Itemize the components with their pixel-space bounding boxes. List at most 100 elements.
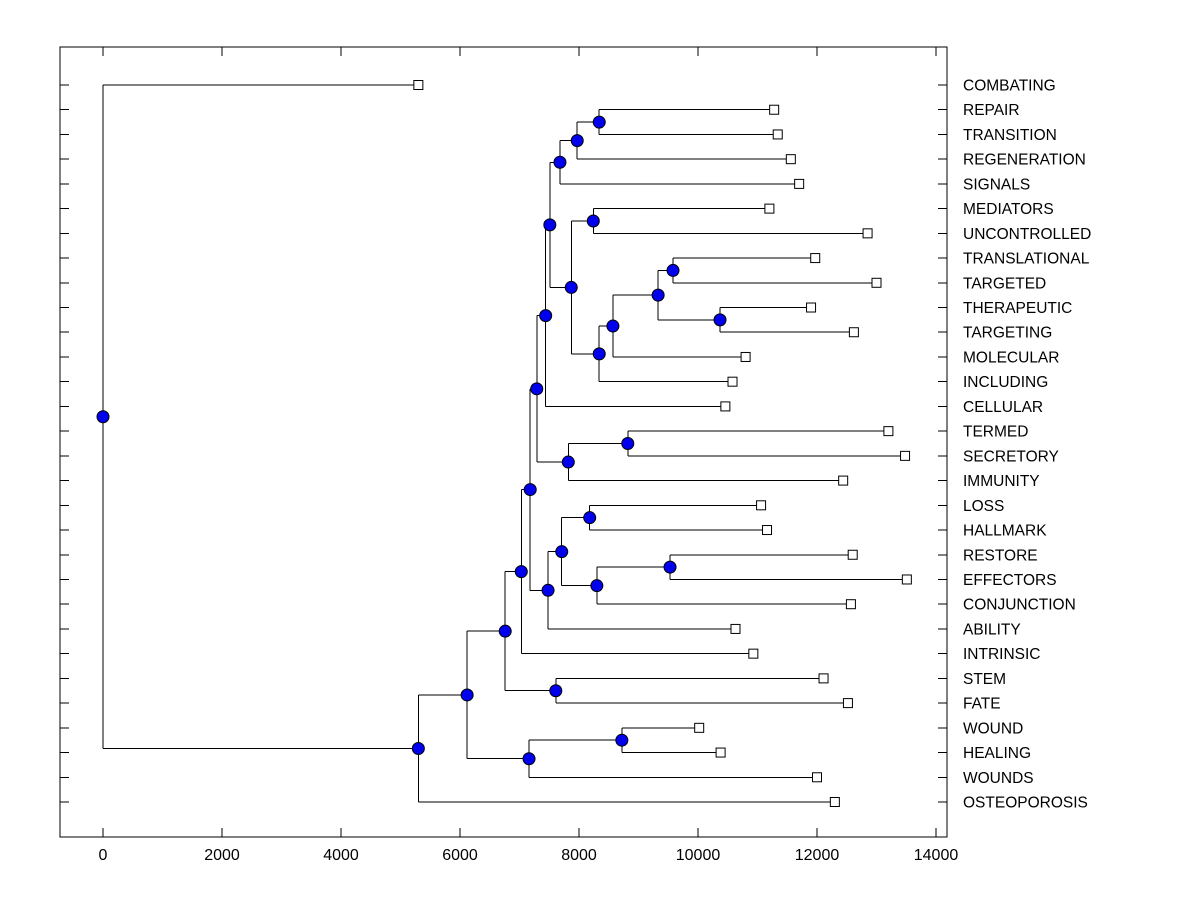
axis-and-leaf-labels: 0 2000 4000 6000 8000 10000 12000 14000 COMBATIN… <box>99 78 1092 865</box>
leaf-label: COMBATING <box>963 78 1056 95</box>
leaf-label: INCLUDING <box>963 374 1048 391</box>
leaf-tip-marker <box>871 277 882 288</box>
leaf-label: FATE <box>963 696 1001 713</box>
internal-node-marker <box>96 410 110 424</box>
internal-node-marker <box>411 741 425 755</box>
internal-node-marker <box>543 218 557 232</box>
leaf-tip-marker <box>764 203 775 214</box>
internal-node-marker <box>713 313 727 327</box>
leaf-tip-marker <box>727 376 738 387</box>
internal-node-marker <box>570 134 584 148</box>
leaf-tip-marker <box>838 475 849 486</box>
leaf-label: THERAPEUTIC <box>963 300 1072 317</box>
internal-node-marker <box>606 319 620 333</box>
internal-node-marker <box>460 688 474 702</box>
internal-node-marker <box>541 583 555 597</box>
leaf-tip-marker <box>883 426 894 437</box>
leaf-label: IMMUNITY <box>963 473 1040 490</box>
leaf-tip-marker <box>720 401 731 412</box>
x-tick-label: 0 <box>99 847 108 864</box>
x-tick-label: 8000 <box>561 847 597 864</box>
leaf-label: OSTEOPOROSIS <box>963 795 1088 812</box>
leaf-tip-marker <box>730 623 741 634</box>
leaf-label: TRANSLATIONAL <box>963 251 1090 268</box>
leaf-label: SIGNALS <box>963 176 1030 193</box>
internal-node-marker <box>498 624 512 638</box>
leaf-label: TRANSITION <box>963 127 1057 144</box>
internal-node-marker <box>590 579 604 593</box>
leaf-tip-marker <box>772 129 783 140</box>
axes-box <box>59 46 948 838</box>
x-tick-label: 10000 <box>676 847 721 864</box>
leaf-tip-marker <box>806 302 817 313</box>
internal-node-marker <box>663 560 677 574</box>
leaf-label: ABILITY <box>963 621 1021 638</box>
leaf-tip-marker <box>413 80 424 90</box>
internal-node-marker <box>666 263 680 277</box>
leaf-tip-marker <box>794 178 805 189</box>
internal-node-marker <box>561 455 575 469</box>
leaf-tip-marker <box>748 648 759 659</box>
leaf-label: TARGETED <box>963 275 1046 292</box>
leaf-label: LOSS <box>963 498 1004 515</box>
x-tick-label: 4000 <box>323 847 359 864</box>
x-tick-label: 6000 <box>442 847 478 864</box>
leaf-tip-marker <box>901 574 912 585</box>
leaf-label: WOUNDS <box>963 770 1034 787</box>
leaf-tip-marker <box>785 154 796 165</box>
axes-border <box>59 46 948 838</box>
internal-node-marker <box>564 280 578 294</box>
leaf-label: EFFECTORS <box>963 572 1057 589</box>
internal-node-marker <box>592 347 606 361</box>
leaf-tip-marker <box>847 549 858 560</box>
internal-node-marker <box>514 565 528 579</box>
leaf-label: CONJUNCTION <box>963 597 1076 614</box>
internal-node-marker <box>583 511 597 525</box>
node-markers <box>96 80 912 807</box>
leaf-label: INTRINSIC <box>963 646 1041 663</box>
leaf-tip-marker <box>715 747 726 758</box>
internal-node-marker <box>539 309 553 323</box>
leaf-tip-marker <box>842 698 853 709</box>
internal-node-marker <box>586 214 600 228</box>
internal-node-marker <box>621 437 635 450</box>
leaf-label: CELLULAR <box>963 399 1043 416</box>
leaf-label: WOUND <box>963 720 1023 737</box>
branch-lines <box>102 84 907 803</box>
internal-node-marker <box>553 155 567 169</box>
leaf-label: TERMED <box>963 424 1028 441</box>
leaf-label: REPAIR <box>963 102 1020 119</box>
x-tick-label: 2000 <box>204 847 240 864</box>
internal-node-marker <box>555 545 569 559</box>
leaf-tip-marker <box>769 104 780 115</box>
leaf-tip-marker <box>810 253 821 264</box>
internal-node-marker <box>530 382 544 396</box>
internal-node-marker <box>592 115 606 129</box>
leaf-label: SECRETORY <box>963 448 1059 465</box>
leaf-tip-marker <box>756 500 767 511</box>
leaf-label: HALLMARK <box>963 523 1047 540</box>
leaf-tip-marker <box>740 351 751 362</box>
leaf-tip-marker <box>762 525 773 536</box>
leaf-tip-marker <box>694 722 705 733</box>
internal-node-marker <box>523 483 537 497</box>
x-tick-label: 14000 <box>914 847 959 864</box>
leaf-tip-marker <box>848 327 859 338</box>
leaf-tip-marker <box>845 599 856 610</box>
internal-node-marker <box>522 752 536 766</box>
leaf-tip-marker <box>829 797 840 807</box>
leaf-label: MOLECULAR <box>963 349 1059 366</box>
leaf-label: UNCONTROLLED <box>963 226 1091 243</box>
internal-node-marker <box>651 288 665 302</box>
leaf-tip-marker <box>862 228 873 239</box>
leaf-label: REGENERATION <box>963 152 1086 169</box>
leaf-label: RESTORE <box>963 547 1038 564</box>
internal-node-marker <box>615 733 629 747</box>
leaf-tip-marker <box>900 450 911 461</box>
leaf-label: HEALING <box>963 745 1031 762</box>
leaf-tip-marker <box>818 673 829 684</box>
